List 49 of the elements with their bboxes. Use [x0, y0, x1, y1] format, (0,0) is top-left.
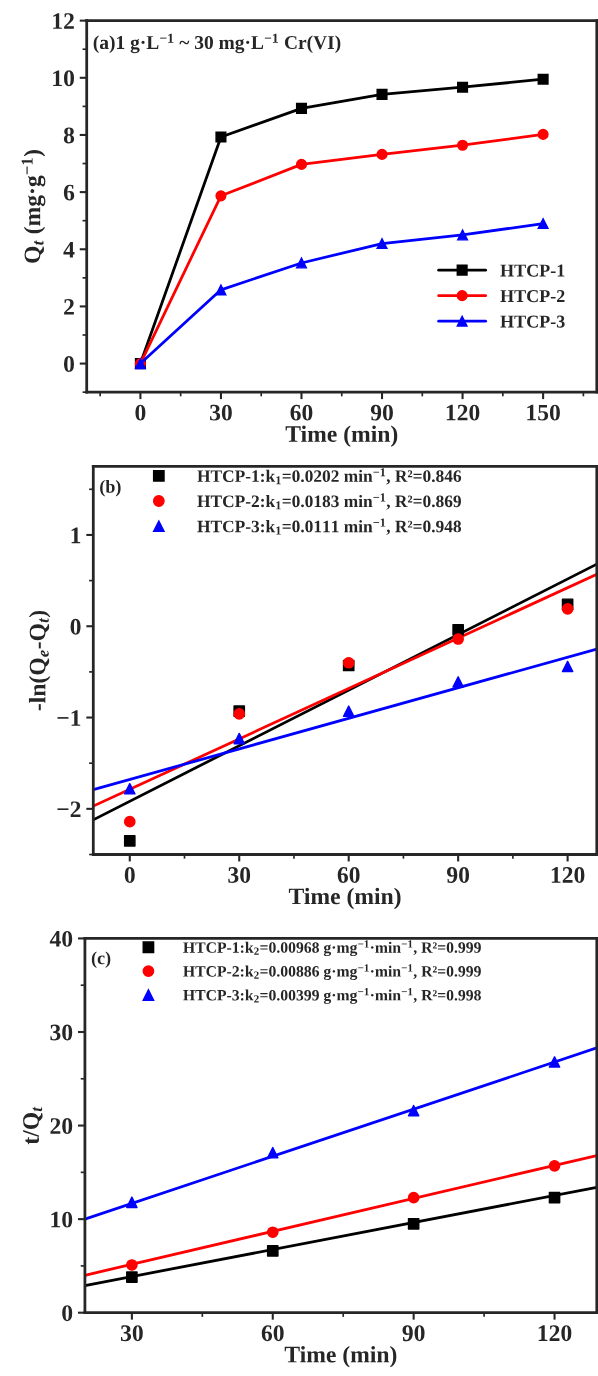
legend-label: HTCP-2:k$_{2}$=0.00886 g·mg$^{−1}$·min$^{−1}$, R²=0.999 — [183, 964, 481, 980]
x-tick-label: 120 — [551, 866, 585, 883]
y-tick-label: −2 — [57, 801, 81, 818]
x-tick-label: 0 — [135, 404, 146, 421]
legend-label: HTCP-1:k$_{1}$=0.0202 min$^{−1}$, R²=0.846 — [197, 468, 462, 485]
y-tick-label: 10 — [53, 70, 74, 87]
x-axis-title: Time (min) — [288, 887, 401, 910]
x-tick-label: 120 — [538, 1325, 572, 1342]
x-tick-label: 60 — [261, 1325, 284, 1342]
x-tick-label: 0 — [124, 866, 135, 883]
y-tick-label: 30 — [50, 1024, 73, 1041]
x-tick-label: 120 — [446, 404, 480, 421]
x-axis-title: Time (min) — [285, 425, 398, 447]
x-tick-label: 90 — [402, 1325, 425, 1342]
x-tick-label: 150 — [527, 404, 560, 421]
x-tick-label: 30 — [120, 1325, 143, 1342]
x-tick-label: 30 — [228, 866, 251, 883]
y-tick-label: 12 — [53, 13, 74, 29]
y-tick-label: 1 — [71, 527, 81, 544]
y-axis-title: t/Q$_{t}$ — [23, 1106, 43, 1145]
y-tick-label: 10 — [51, 1211, 73, 1228]
annotation: (a)1 g·L$^{−1}$ ~ 30 mg·L$^{−1}$ Cr(VI) — [93, 33, 341, 54]
y-tick-label: 4 — [63, 241, 75, 258]
x-tick-label: 90 — [446, 866, 470, 883]
legend-label: HTCP-1 — [500, 264, 565, 277]
legend-label: HTCP-2:k$_{1}$=0.0183 min$^{−1}$, R²=0.869 — [197, 493, 461, 510]
y-tick-label: 0 — [70, 618, 81, 635]
legend-label: HTCP-1:k$_{2}$=0.00968 g·mg$^{−1}$·min$^{−1}$, R²=0.999 — [183, 940, 481, 957]
x-tick-label: 90 — [370, 404, 393, 421]
x-axis-title: Time (min) — [284, 1345, 397, 1368]
legend-label: HTCP-3:k$_{2}$=0.00399 g·mg$^{−1}$·min$^{−1}$, R²=0.998 — [183, 988, 481, 1004]
y-tick-label: 8 — [63, 127, 75, 144]
y-axis-title: -ln(Q$_{e}$-Q$_{t}$) — [28, 610, 51, 711]
y-tick-label: 2 — [64, 298, 74, 315]
y-tick-label: 6 — [63, 184, 75, 201]
y-tick-label: −1 — [57, 710, 81, 726]
y-axis-title: Q$_{t}$ (mg·g$^{−1}$) — [21, 150, 46, 263]
annotation: (c) — [91, 951, 111, 968]
legend-label: HTCP-2 — [500, 290, 565, 303]
x-tick-label: 30 — [210, 404, 232, 421]
y-tick-label: 20 — [50, 1118, 73, 1134]
x-tick-label: 60 — [337, 866, 360, 883]
y-tick-label: 40 — [49, 930, 73, 947]
legend-label: HTCP-3:k$_{1}$=0.0111 min$^{−1}$, R²=0.948 — [197, 518, 462, 535]
y-tick-label: 0 — [64, 356, 74, 373]
legend-label: HTCP-3 — [500, 315, 565, 328]
y-tick-label: 0 — [62, 1305, 73, 1322]
x-tick-label: 60 — [290, 404, 313, 421]
annotation: (b) — [100, 480, 121, 497]
